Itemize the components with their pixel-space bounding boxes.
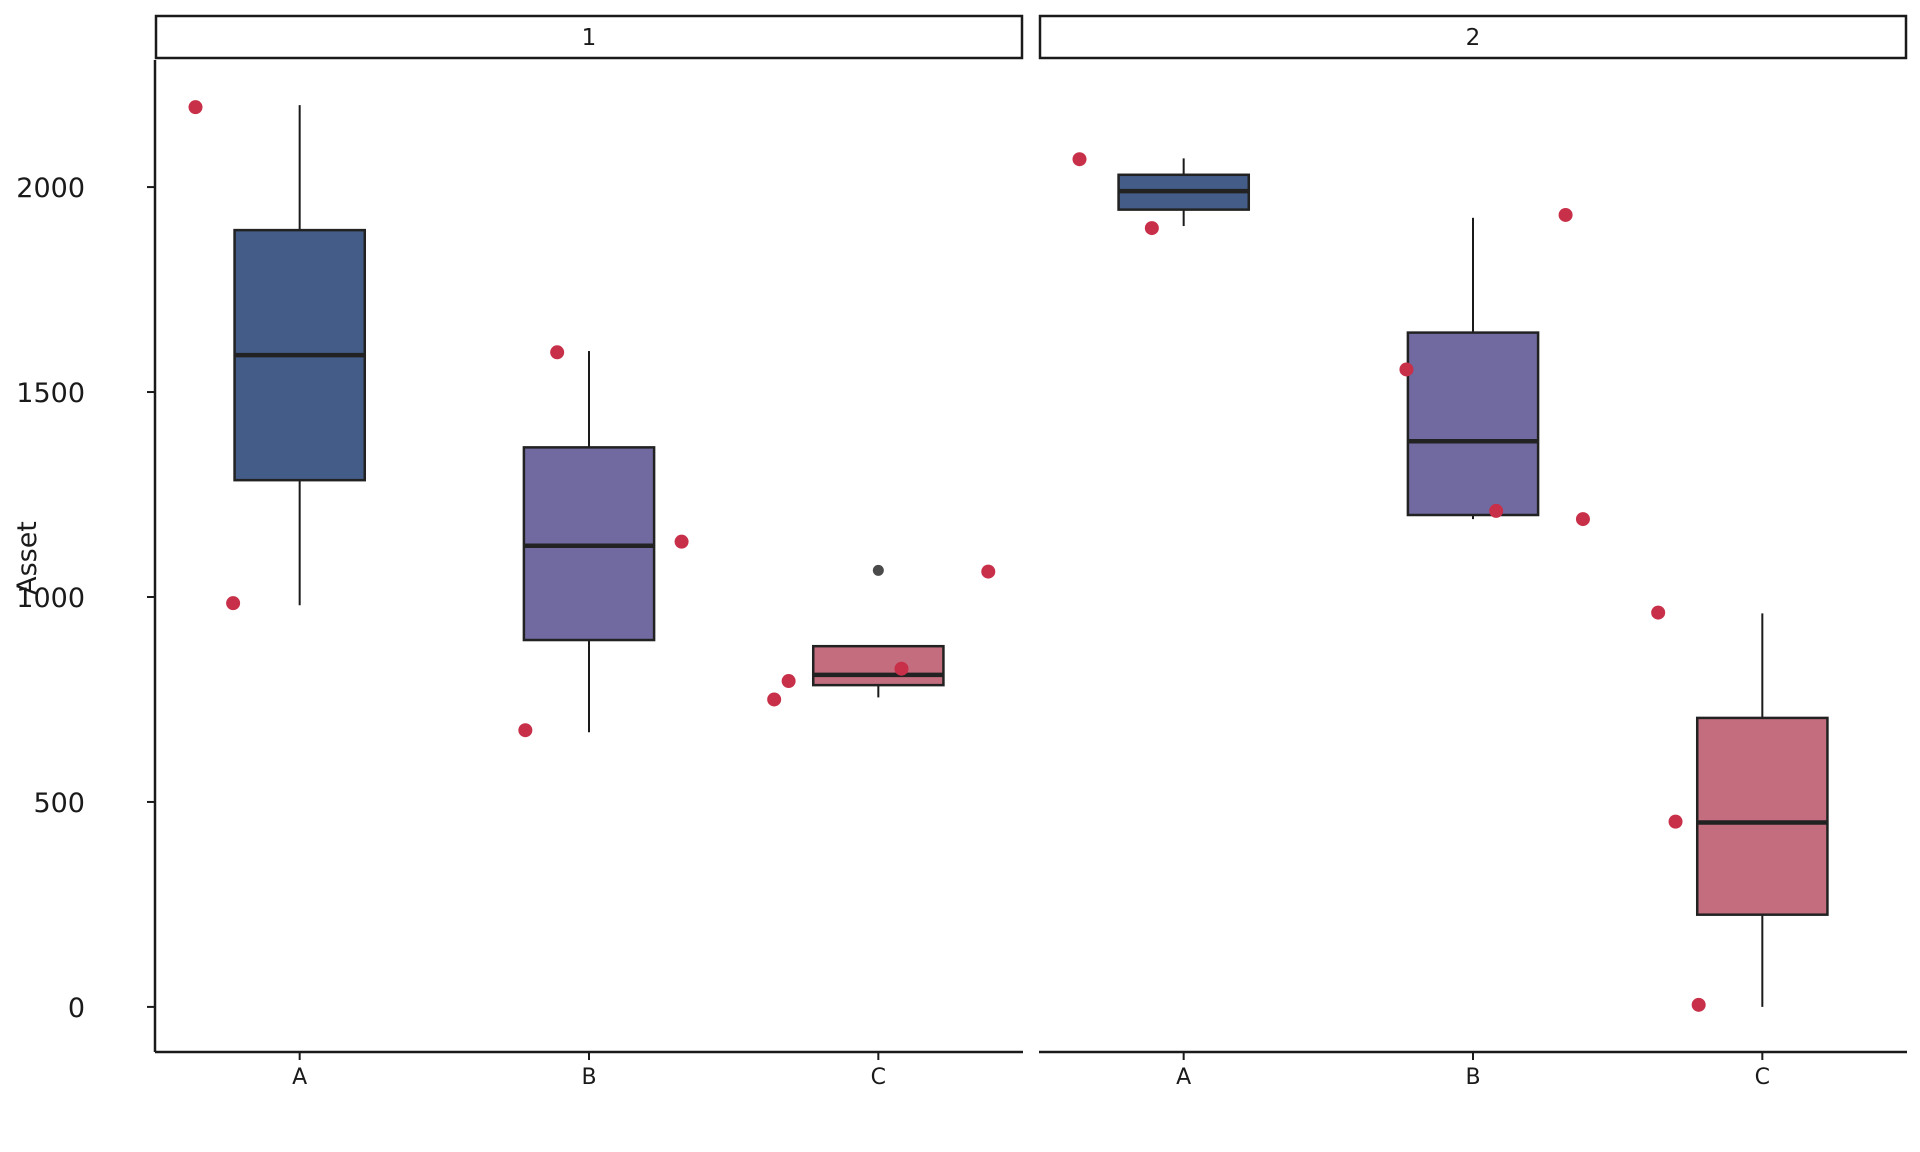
facet-strip-2: [1038, 14, 1908, 60]
data-point: [981, 564, 996, 579]
box-C: [811, 644, 945, 687]
data-point: [1575, 512, 1590, 527]
data-point: [767, 692, 782, 707]
x-tick-label: C: [871, 1065, 886, 1090]
data-point: [1144, 221, 1159, 236]
data-point: [1651, 605, 1666, 620]
data-point: [894, 661, 909, 676]
y-tick-label: 1500: [16, 378, 85, 409]
data-point: [1489, 503, 1504, 518]
x-tick-label: A: [292, 1065, 307, 1090]
data-point: [1558, 207, 1573, 222]
box-C: [1695, 716, 1829, 916]
data-point: [674, 534, 689, 549]
y-tick-label: 0: [68, 993, 85, 1024]
x-tick-label: A: [1176, 1065, 1191, 1090]
data-point: [1399, 362, 1414, 377]
data-point: [188, 100, 203, 115]
x-tick-label: B: [1465, 1065, 1480, 1090]
data-point: [1072, 152, 1087, 167]
y-tick-label: 500: [33, 788, 85, 819]
x-tick-label: C: [1755, 1065, 1770, 1090]
data-point: [1691, 997, 1706, 1012]
data-point: [781, 674, 796, 689]
box-B: [1406, 331, 1540, 517]
data-point: [226, 596, 241, 611]
data-point: [550, 345, 565, 360]
x-tick-label: B: [581, 1065, 596, 1090]
facet-strip-1: [154, 14, 1024, 60]
y-tick-label: 2000: [16, 173, 85, 204]
data-point: [1668, 814, 1683, 829]
y-tick-label: 1000: [16, 583, 85, 614]
facet-strip-label: 1: [582, 25, 597, 51]
facet-strip-label: 2: [1466, 25, 1481, 51]
y-axis-title: Asset: [12, 521, 43, 595]
outlier-point: [872, 564, 884, 576]
data-point: [518, 723, 533, 738]
